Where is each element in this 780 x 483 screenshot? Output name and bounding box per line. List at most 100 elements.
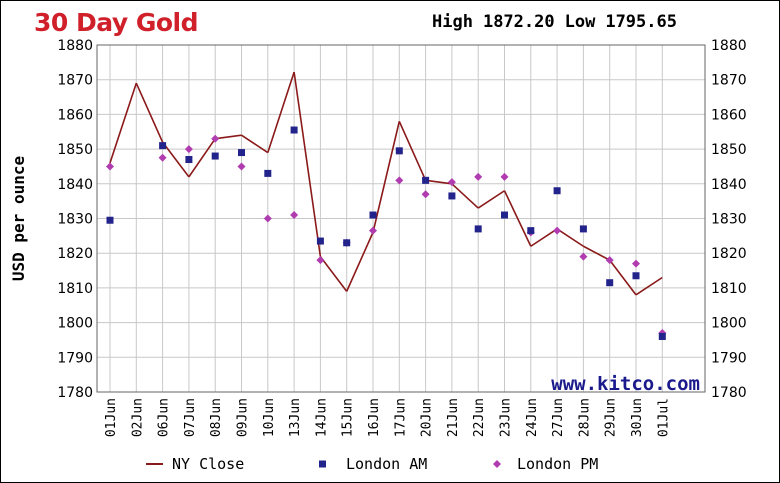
ny-close-segment: [583, 245, 611, 261]
london-am-point: [422, 176, 430, 184]
london-pm-point: [211, 134, 220, 143]
y-tick-label-right: 1800: [711, 316, 747, 332]
london-pm-point: [184, 145, 193, 154]
london-am-point: [606, 279, 614, 287]
chart-title: 30 Day Gold: [34, 8, 199, 37]
london-am-point: [527, 227, 535, 235]
x-tick-label: 15Jun: [341, 398, 356, 437]
ny-close-segment: [215, 134, 242, 140]
y-tick-label-left: 1790: [57, 350, 93, 366]
y-tick-label-left: 1800: [57, 316, 93, 332]
x-tick-label: 17Jun: [393, 398, 408, 437]
ny-close-segment: [609, 259, 637, 296]
london-am-point: [632, 272, 640, 280]
x-tick-label: 24Jun: [525, 398, 540, 437]
london-pm-point: [106, 162, 114, 171]
y-tick-label-right: 1870: [711, 73, 747, 89]
plot-border: [96, 44, 706, 393]
london-am-point: [106, 216, 114, 224]
y-tick-label-left: 1820: [57, 246, 93, 262]
x-tick-label: 07Jun: [183, 398, 198, 437]
london-pm-point: [579, 252, 588, 261]
london-am-point: [159, 142, 167, 150]
ny-close-segment: [293, 71, 322, 257]
london-am-point: [316, 237, 324, 245]
x-tick-label: 22Jun: [472, 398, 487, 437]
ny-close-segment: [267, 71, 295, 153]
ny-close-segment: [398, 121, 427, 181]
y-tick-label-right: 1880: [711, 38, 747, 54]
x-tick-label: 29Jun: [604, 398, 619, 437]
london-am-point: [343, 239, 351, 247]
ny-close-segment: [161, 141, 190, 178]
ny-close-segment: [319, 256, 348, 292]
x-tick-label: 23Jun: [499, 398, 514, 437]
y-tick-label-right: 1780: [711, 385, 747, 401]
y-tick-label-right: 1820: [711, 246, 747, 262]
low-label: Low: [564, 12, 596, 32]
high-value: 1872.20: [482, 12, 555, 32]
x-tick-label: 21Jun: [446, 398, 461, 437]
x-tick-label: 02Jun: [130, 398, 145, 437]
x-tick-label: 27Jun: [551, 398, 566, 437]
london-am-point: [185, 156, 193, 164]
ny-close-segment: [241, 134, 269, 154]
london-pm-point: [237, 162, 246, 171]
x-tick-label: 30Jun: [630, 398, 645, 437]
legend-ny-close-label: NY Close: [172, 455, 244, 473]
y-tick-label-right: 1850: [711, 142, 747, 158]
london-pm-point: [158, 153, 167, 162]
ny-close-segment: [556, 228, 584, 247]
ny-close-segment: [188, 138, 216, 178]
x-tick-label: 01Jul: [656, 398, 671, 437]
london-pm-point: [263, 214, 272, 223]
london-pm-point: [447, 178, 456, 187]
london-am-point: [369, 211, 377, 219]
legend-london-pm-label: London PM: [517, 455, 598, 473]
london-pm-point: [316, 256, 325, 265]
ny-close-segment: [635, 276, 663, 296]
x-tick-label: 09Jun: [236, 398, 251, 437]
legend-london-am-swatch: [319, 460, 326, 468]
y-tick-label-left: 1880: [57, 38, 93, 54]
london-am-point: [211, 152, 219, 160]
london-pm-point: [605, 256, 614, 265]
x-tick-label: 01Jun: [104, 398, 119, 437]
london-pm-point: [369, 226, 377, 235]
x-tick-label: 20Jun: [420, 398, 435, 437]
ny-close-segment: [477, 190, 505, 209]
legend-london-am-label: London AM: [346, 455, 427, 473]
london-am-point: [448, 192, 456, 200]
high-low-readout: High 1872.20 Low 1795.65: [432, 12, 677, 32]
x-tick-label: 08Jun: [209, 398, 224, 437]
london-pm-point: [290, 211, 299, 220]
high-label: High: [432, 12, 473, 32]
london-am-point: [474, 225, 482, 233]
london-am-point: [290, 126, 298, 134]
legend-london-pm-swatch: [493, 460, 501, 468]
london-am-point: [501, 211, 508, 219]
x-tick-label: 16Jun: [367, 398, 382, 437]
y-tick-label-left: 1810: [57, 281, 93, 297]
low-value: 1795.65: [605, 12, 677, 32]
y-tick-label-left: 1870: [57, 73, 93, 89]
london-am-point: [658, 332, 666, 340]
y-tick-label-left: 1840: [57, 177, 93, 193]
london-am-point: [553, 187, 561, 195]
y-tick-label-left: 1780: [57, 385, 93, 401]
y-tick-label-right: 1810: [711, 281, 747, 297]
london-am-point: [395, 147, 403, 155]
ny-close-segment: [345, 232, 374, 292]
ny-close-segment: [109, 82, 138, 164]
ny-close-segment: [425, 179, 453, 185]
y-tick-label-right: 1860: [711, 107, 747, 123]
london-pm-point: [632, 259, 640, 268]
ny-close-segment: [135, 82, 164, 143]
ny-close-segment: [530, 228, 558, 247]
london-am-point: [238, 149, 245, 157]
london-pm-point: [421, 190, 430, 199]
y-tick-label-left: 1860: [57, 107, 93, 123]
london-am-point: [579, 225, 587, 233]
x-tick-label: 14Jun: [314, 398, 329, 437]
